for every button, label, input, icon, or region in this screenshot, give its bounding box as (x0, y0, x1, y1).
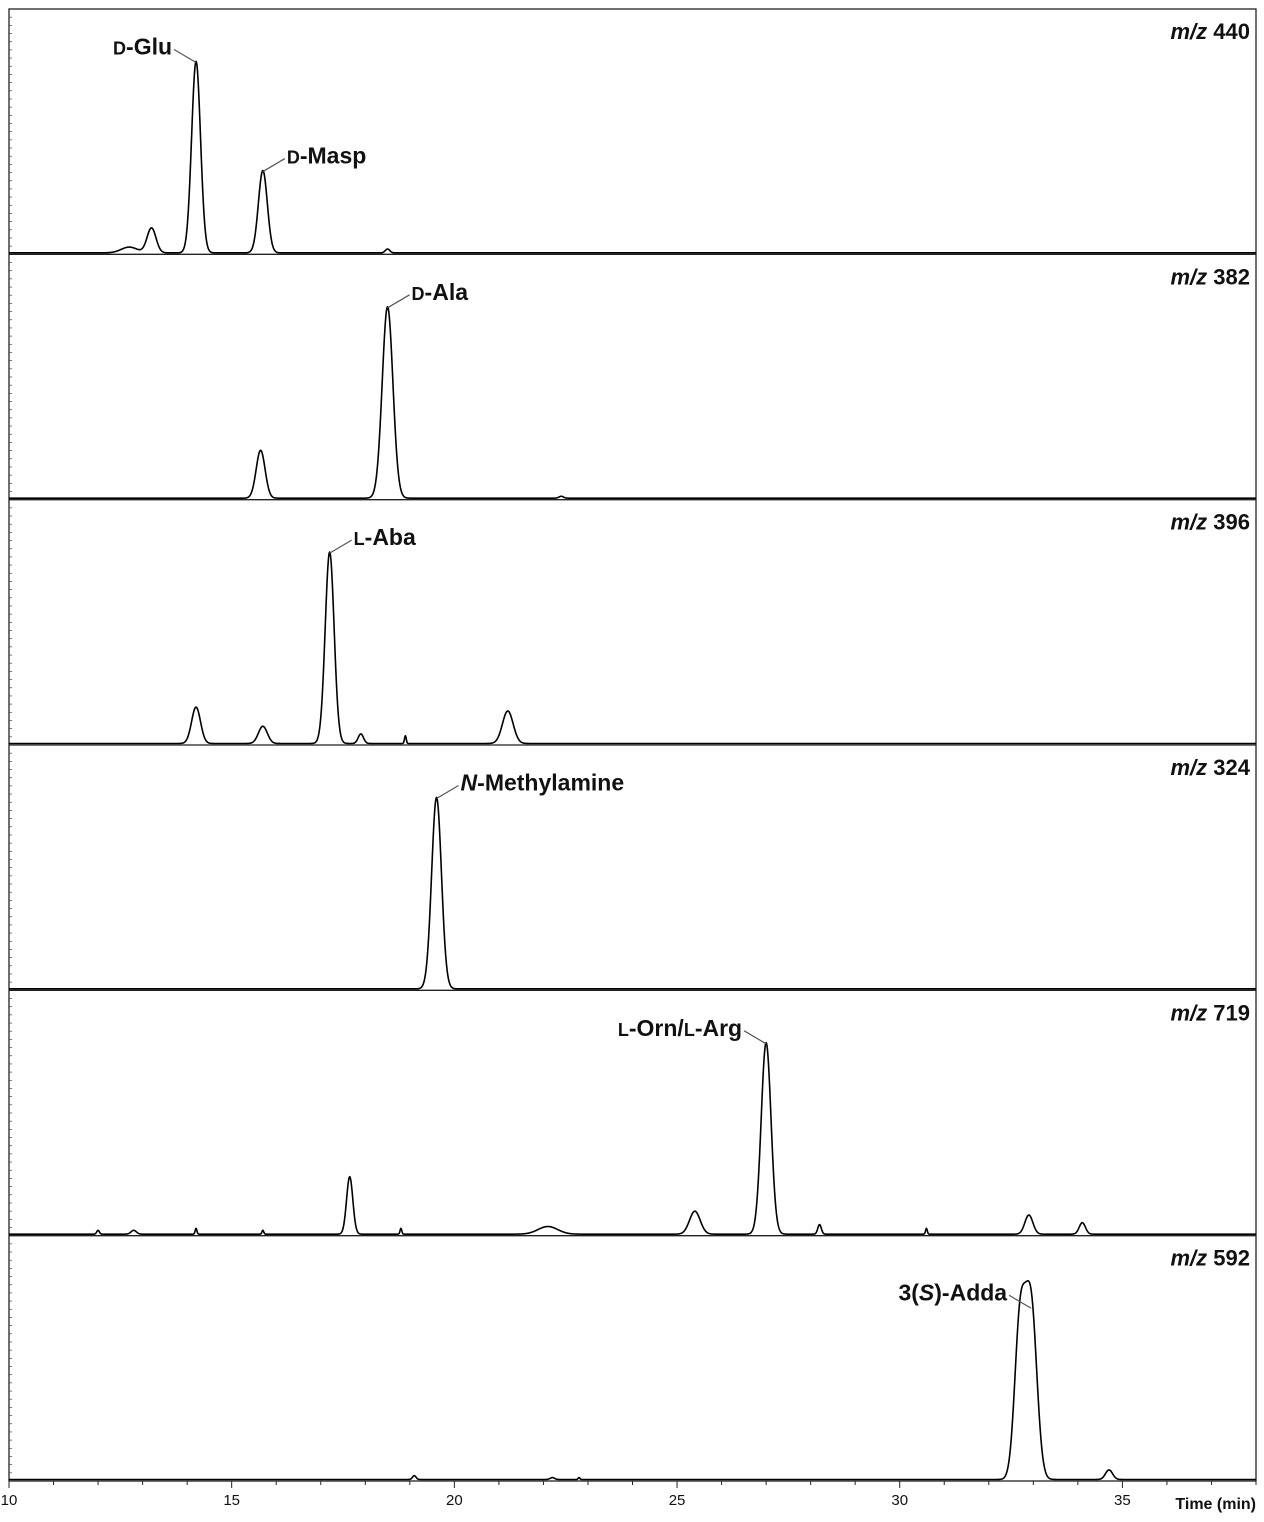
mz-label: m/z 440 (1170, 19, 1250, 44)
panel-mz-396: m/z 396 L-Aba (9, 500, 1256, 744)
label-prefix: L (684, 1020, 695, 1040)
mz-label: m/z 719 (1170, 1000, 1250, 1025)
label-text: -Masp (300, 143, 366, 169)
trace-mz-440 (9, 61, 1256, 252)
panel-mz-382: m/z 382 D-Ala (9, 254, 1256, 498)
x-tick-label: 25 (669, 1492, 686, 1509)
label-leader (388, 295, 410, 308)
panel-mz-592: m/z 592 3(S)-Adda (9, 1236, 1256, 1480)
label-leader (744, 1031, 766, 1044)
mz-prefix: m/z (1170, 264, 1207, 289)
peak-label: N-Methylamine (461, 769, 625, 795)
label-leader (330, 540, 352, 553)
mz-value: 396 (1207, 510, 1250, 535)
label-prefix: L (354, 529, 365, 549)
label-text: -Arg (695, 1015, 742, 1041)
label-leader (263, 159, 285, 172)
trace-mz-396 (9, 552, 1256, 743)
peak-label: L-Aba (354, 524, 416, 550)
mz-value: 719 (1207, 1000, 1250, 1025)
peak-label: D-Masp (287, 143, 366, 169)
mz-label: m/z 324 (1170, 755, 1250, 780)
mz-prefix: m/z (1170, 1246, 1207, 1271)
peak-label: L-Orn/L-Arg (618, 1015, 742, 1041)
mz-label: m/z 382 (1170, 264, 1250, 289)
label-text: -Methylamine (477, 769, 624, 795)
label-text: 3( (898, 1279, 919, 1305)
label-text: )-Adda (934, 1279, 1007, 1305)
label-text: -Glu (126, 33, 172, 59)
peak-label: D-Glu (113, 33, 172, 59)
peak-label: D-Ala (412, 279, 469, 305)
peak-label: 3(S)-Adda (898, 1279, 1007, 1305)
trace-mz-592 (9, 1281, 1256, 1480)
mz-value: 382 (1207, 264, 1250, 289)
label-prefix: D (113, 38, 126, 58)
mz-label: m/z 396 (1170, 510, 1250, 535)
label-prefix: L (618, 1020, 629, 1040)
mz-prefix: m/z (1170, 1000, 1207, 1025)
x-axis-label: Time (min) (1175, 1496, 1256, 1513)
label-prefix: N (461, 769, 478, 795)
mz-value: 440 (1207, 19, 1250, 44)
label-italic: S (919, 1279, 935, 1305)
x-tick-label: 35 (1114, 1492, 1131, 1509)
x-tick-label: 30 (891, 1492, 908, 1509)
trace-mz-382 (9, 307, 1256, 498)
label-text: -Orn/ (629, 1015, 685, 1041)
trace-mz-719 (9, 1043, 1256, 1234)
mz-prefix: m/z (1170, 755, 1207, 780)
mz-label: m/z 592 (1170, 1246, 1250, 1271)
label-text: -Aba (365, 524, 416, 550)
label-leader (174, 49, 196, 62)
mz-value: 592 (1207, 1246, 1250, 1271)
mz-value: 324 (1207, 755, 1251, 780)
x-tick-label: 15 (223, 1492, 240, 1509)
x-tick-label: 20 (446, 1492, 463, 1509)
x-tick-label: 10 (1, 1492, 18, 1509)
label-leader (437, 785, 459, 798)
label-prefix: D (412, 284, 425, 304)
mz-prefix: m/z (1170, 19, 1207, 44)
panel-mz-324: m/z 324 N-Methylamine (9, 745, 1256, 989)
label-text: -Ala (425, 279, 469, 305)
label-prefix: D (287, 148, 300, 168)
trace-mz-324 (9, 797, 1256, 988)
mz-prefix: m/z (1170, 510, 1207, 535)
